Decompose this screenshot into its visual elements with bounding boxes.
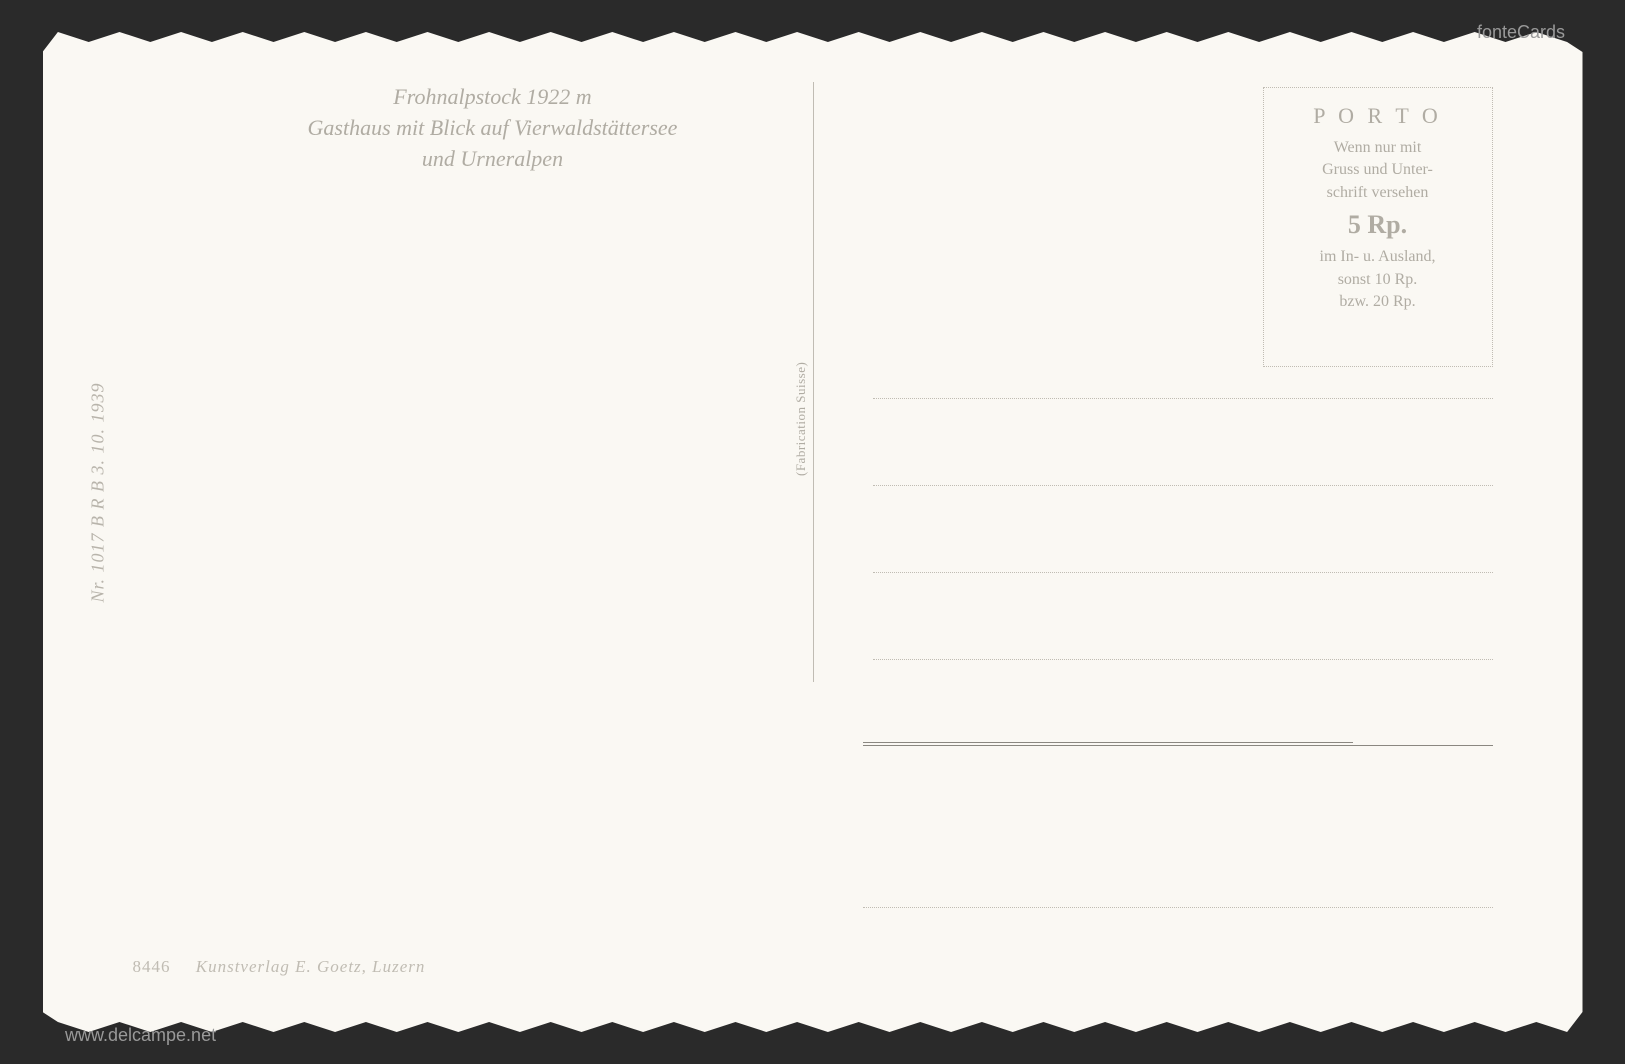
address-line xyxy=(873,571,1493,573)
address-area xyxy=(873,397,1493,745)
title-line-3: und Urneralpen xyxy=(243,144,743,175)
stamp-line-6: bzw. 20 Rp. xyxy=(1274,291,1482,313)
stamp-line-2: Gruss und Unter- xyxy=(1274,159,1482,181)
solid-underline-bottom xyxy=(863,745,1493,746)
stamp-line-3: schrift versehen xyxy=(1274,182,1482,204)
publisher-number: 8446 xyxy=(133,957,171,976)
stamp-price: 5 Rp. xyxy=(1274,210,1482,240)
center-divider xyxy=(813,82,814,682)
divider-label: (Fabrication Suisse) xyxy=(793,358,809,480)
title-line-2: Gasthaus mit Blick auf Vierwaldstätterse… xyxy=(243,113,743,144)
publisher-info: 8446 Kunstverlag E. Goetz, Luzern xyxy=(133,957,426,977)
title-line-1: Frohnalpstock 1922 m xyxy=(243,82,743,113)
stamp-placeholder: P O R T O Wenn nur mit Gruss und Unter- … xyxy=(1263,87,1493,367)
watermark-fontecards: fonteCards xyxy=(1477,22,1565,43)
stamp-title: P O R T O xyxy=(1274,103,1482,129)
address-line xyxy=(873,658,1493,660)
stamp-line-5: sonst 10 Rp. xyxy=(1274,269,1482,291)
side-reference-text: Nr. 1017 B R B 3. 10. 1939 xyxy=(87,382,108,602)
publisher-text: Kunstverlag E. Goetz, Luzern xyxy=(196,957,426,976)
address-line xyxy=(873,397,1493,399)
stamp-line-4: im In- u. Ausland, xyxy=(1274,246,1482,268)
address-line xyxy=(873,484,1493,486)
dotted-bottom-line xyxy=(863,907,1493,908)
postcard-back: Frohnalpstock 1922 m Gasthaus mit Blick … xyxy=(43,32,1583,1032)
watermark-delcampe: www.delcampe.net xyxy=(65,1025,216,1046)
solid-underline-top xyxy=(863,742,1353,743)
stamp-line-1: Wenn nur mit xyxy=(1274,137,1482,159)
postcard-title: Frohnalpstock 1922 m Gasthaus mit Blick … xyxy=(243,82,743,174)
